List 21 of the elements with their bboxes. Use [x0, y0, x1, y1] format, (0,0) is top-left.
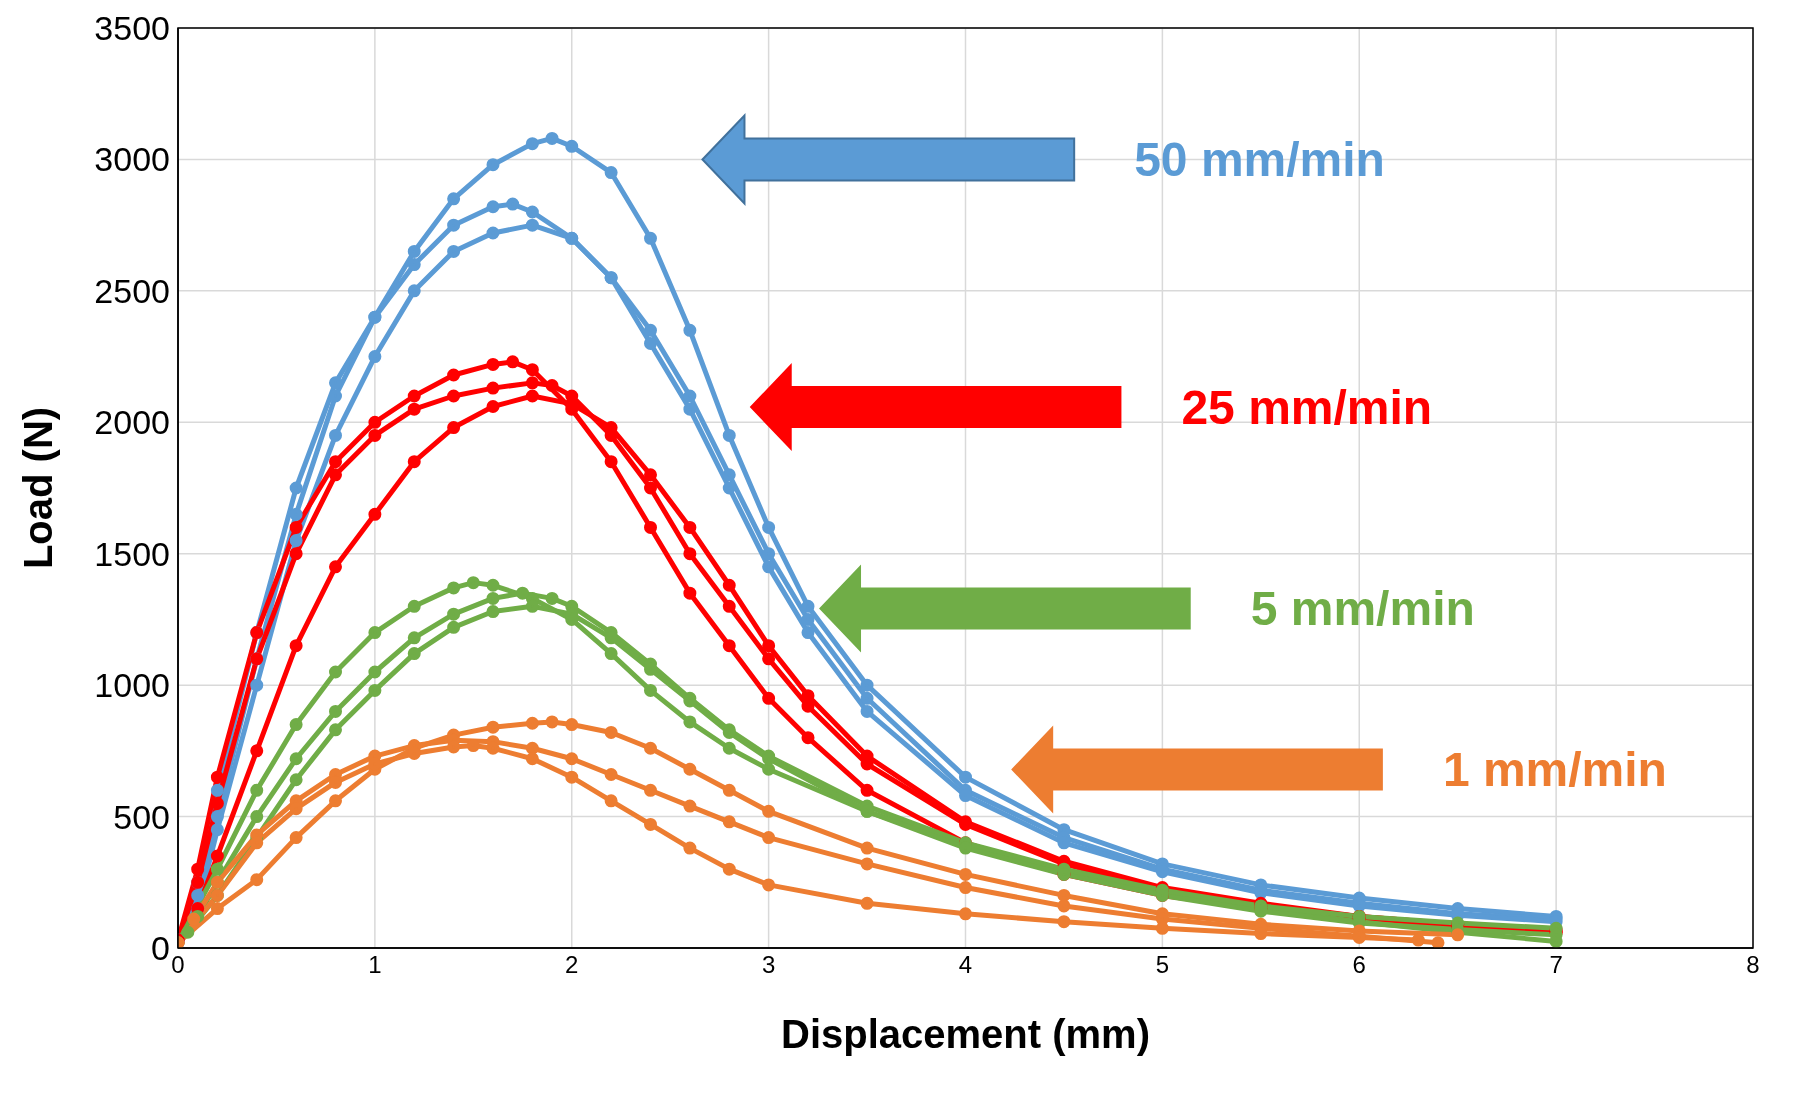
y-tick-label: 3000 — [94, 140, 170, 179]
y-axis-title: Load (N) — [16, 406, 61, 570]
x-tick-label: 8 — [1746, 951, 1760, 979]
y-tick-label: 3500 — [94, 9, 170, 48]
annotation: 1 mm/min — [1442, 743, 1667, 797]
y-tick-label: 2000 — [94, 403, 170, 442]
x-tick-label: 3 — [761, 951, 776, 979]
y-tick-label: 2500 — [94, 271, 170, 310]
x-tick-label: 2 — [565, 951, 579, 979]
annotation: 25 mm/min — [1181, 380, 1433, 434]
y-tick-label: 500 — [113, 797, 170, 836]
x-tick-label: 6 — [1352, 951, 1366, 979]
x-tick-label: 5 — [1155, 951, 1170, 979]
annotation: 5 mm/min — [1250, 582, 1475, 636]
x-tick-label: 1 — [368, 951, 382, 979]
y-tick-label: 1500 — [94, 534, 170, 573]
x-tick-label: 7 — [1549, 951, 1563, 979]
annotation: 50 mm/min — [1134, 133, 1385, 187]
x-tick-label: 4 — [958, 951, 973, 979]
y-tick-label: 1000 — [94, 666, 170, 705]
x-axis-title: Displacement (mm) — [781, 1012, 1150, 1056]
